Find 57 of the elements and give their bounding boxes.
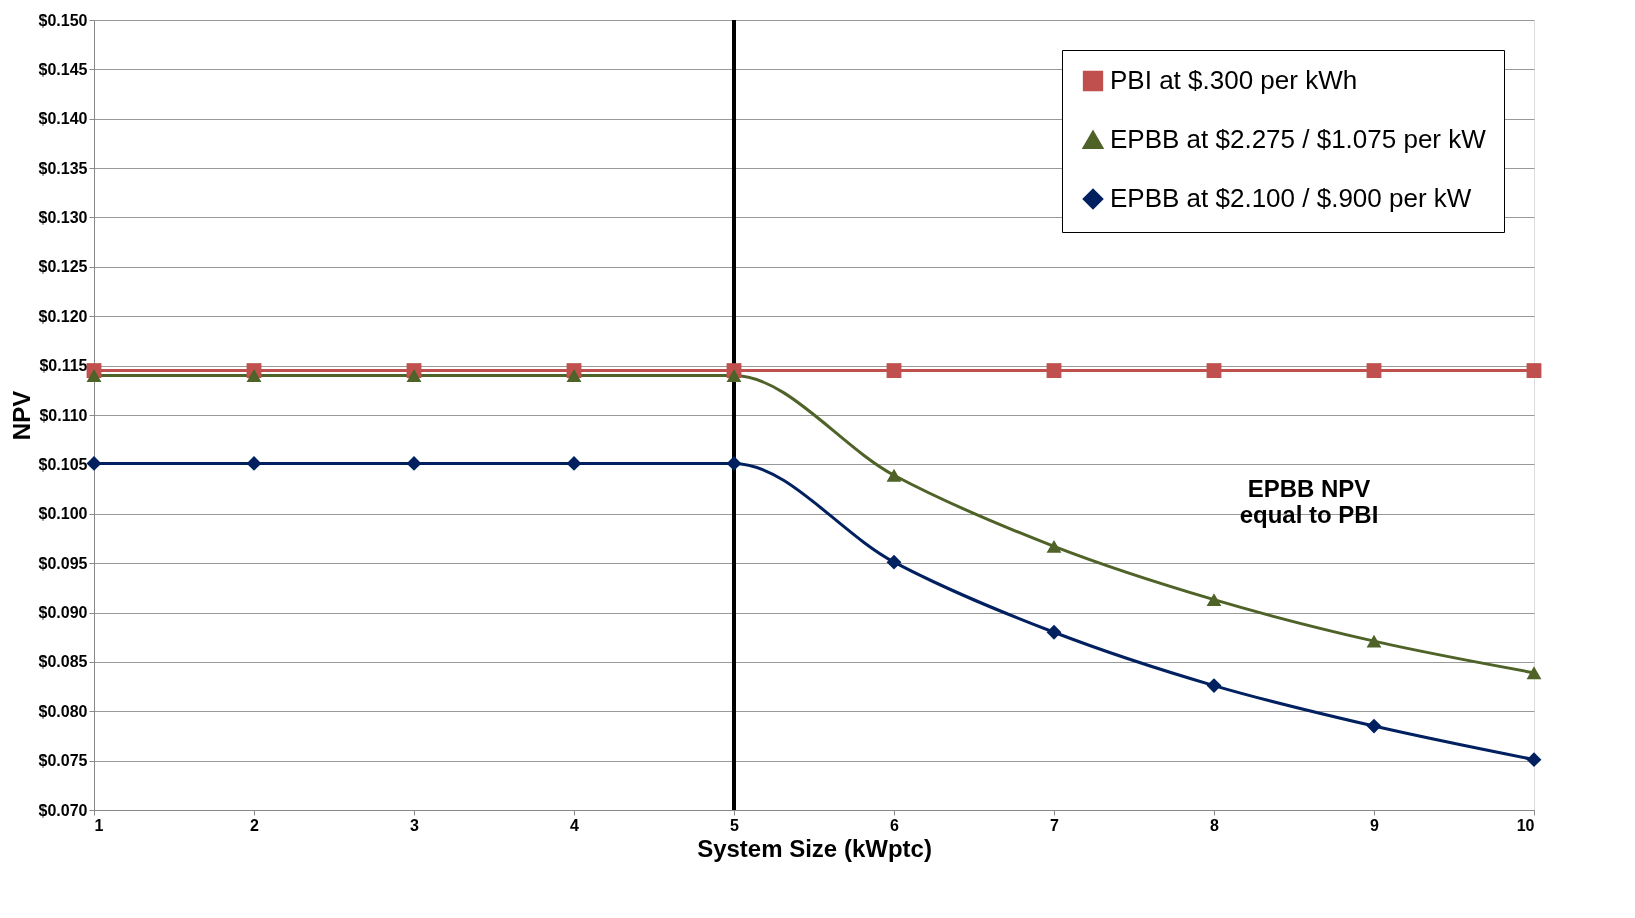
point [1046, 363, 1062, 378]
y-tick-label: $0.140 [38, 110, 88, 128]
x-tick-label: 9 [1370, 816, 1380, 834]
y-tick-label: $0.100 [38, 505, 88, 523]
x-tick-label: 10 [1516, 816, 1535, 834]
point [1526, 363, 1542, 378]
point [1366, 363, 1382, 378]
point [1366, 634, 1382, 648]
point [246, 455, 262, 471]
y-tick-label: $0.145 [38, 60, 88, 78]
y-tick-label: $0.070 [38, 801, 88, 819]
y-tick-label: $0.110 [39, 406, 88, 424]
point [886, 554, 902, 570]
point [566, 455, 582, 471]
y-tick-label: $0.075 [38, 752, 88, 770]
point [1526, 752, 1542, 768]
y-tick-label: $0.115 [39, 357, 88, 375]
point [1046, 539, 1062, 553]
x-tick-label: 2 [250, 816, 260, 834]
x-tick-label: 3 [410, 816, 420, 834]
x-tick-label: 6 [890, 816, 900, 834]
x-tick-label: 5 [730, 816, 740, 834]
y-tick-label: $0.095 [38, 554, 88, 572]
legend-label: EPBB at $2.100 / $.900 per kW [1110, 183, 1472, 213]
x-tick-label: 1 [94, 816, 104, 834]
point [566, 369, 582, 382]
y-tick-label: $0.105 [38, 455, 88, 473]
point [1046, 624, 1062, 640]
point [886, 468, 902, 482]
point [86, 455, 102, 471]
y-tick-label: $0.085 [38, 653, 88, 671]
point [726, 455, 742, 471]
y-tick-label: $0.135 [38, 159, 88, 177]
y-axis-title: NPV [7, 390, 35, 441]
point [1206, 363, 1222, 378]
point [86, 369, 102, 382]
point [1526, 666, 1542, 680]
x-tick-label: 7 [1050, 816, 1060, 834]
point [1206, 593, 1222, 607]
y-tick-label: $0.130 [38, 209, 88, 226]
point [1366, 718, 1382, 734]
x-tick-label: 4 [570, 816, 580, 834]
y-tick-label: $0.080 [38, 702, 88, 720]
point [406, 369, 422, 382]
y-tick-label: $0.090 [38, 604, 88, 621]
y-tick-label: $0.150 [38, 11, 88, 29]
point [406, 455, 422, 471]
legend-label: EPBB at $2.275 / $1.075 per kW [1110, 124, 1487, 154]
point [246, 369, 262, 382]
y-tick-label: $0.120 [38, 307, 88, 325]
x-tick-label: 8 [1210, 816, 1220, 834]
point [886, 363, 902, 378]
x-axis-title: System Size (kWptc) [697, 834, 932, 862]
y-tick-label: $0.125 [38, 258, 88, 276]
annotation: EPBB NPV equal to PBI [1239, 475, 1379, 528]
point [726, 369, 742, 382]
legend-label: PBI at $.300 per kWh [1110, 65, 1358, 95]
